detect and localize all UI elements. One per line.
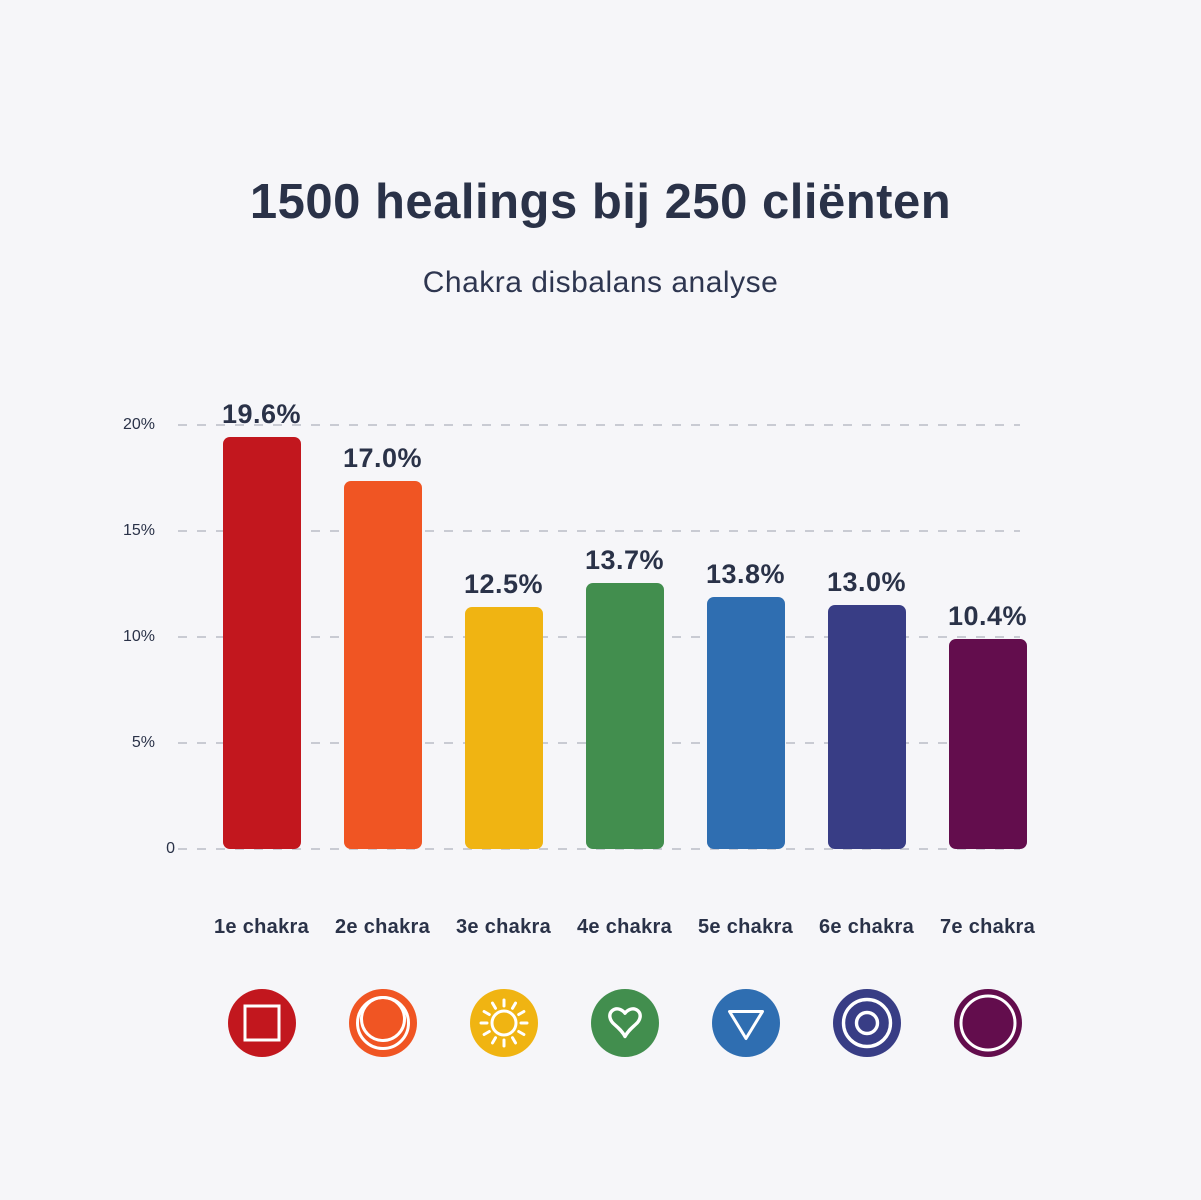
category-labels-row: 1e chakra 2e chakra 3e chakra 4e chakra … xyxy=(201,913,1048,941)
circle-icon xyxy=(953,989,1022,1057)
bar-column-6: 13.0% xyxy=(806,399,927,849)
gridline-20pct xyxy=(178,424,1020,426)
y-tick-5: 5% xyxy=(131,734,155,751)
square-icon xyxy=(227,989,296,1057)
category-label-7: 7e chakra xyxy=(940,916,1035,938)
bar-column-2: 17.0% xyxy=(322,399,443,849)
icon-cell-3 xyxy=(443,989,564,1057)
bar-value-label: 10.4% xyxy=(947,601,1028,631)
gridline-15pct xyxy=(178,530,1020,532)
category-label-6: 6e chakra xyxy=(819,916,914,938)
category-label-2: 2e chakra xyxy=(335,916,430,938)
moon-icon xyxy=(348,989,417,1057)
bar-value-label: 17.0% xyxy=(342,443,423,473)
sun-icon xyxy=(469,989,538,1057)
page-subtitle: Chakra disbalans analyse xyxy=(422,266,779,299)
bar-2e-chakra xyxy=(343,481,422,849)
bar-4e-chakra xyxy=(585,583,664,849)
y-tick-0: 0 xyxy=(166,840,175,857)
bar-column-4: 13.7% xyxy=(564,399,685,849)
bar-7e-chakra xyxy=(948,639,1027,849)
icon-cell-7 xyxy=(927,989,1048,1057)
icon-cell-5 xyxy=(685,989,806,1057)
bar-5e-chakra xyxy=(706,597,785,849)
category-label-1: 1e chakra xyxy=(214,916,309,938)
page-title: 1500 healings bij 250 cliënten xyxy=(249,175,952,229)
category-label-3: 3e chakra xyxy=(456,916,551,938)
icon-cell-6 xyxy=(806,989,927,1057)
y-tick-15: 15% xyxy=(122,522,155,539)
bar-value-label: 12.5% xyxy=(463,569,544,599)
icon-cell-4 xyxy=(564,989,685,1057)
bar-value-label: 13.8% xyxy=(705,559,786,589)
bar-6e-chakra xyxy=(827,605,906,849)
category-label-4: 4e chakra xyxy=(577,916,672,938)
gridline-baseline xyxy=(178,848,1020,850)
y-tick-20: 20% xyxy=(122,416,155,433)
bar-1e-chakra xyxy=(222,437,301,849)
triangle-down-icon xyxy=(711,989,780,1057)
bars-row: 19.6% 17.0% 12.5% 13.7% 13.8% 13.0% 10.4… xyxy=(201,399,1048,849)
icon-cell-1 xyxy=(201,989,322,1057)
y-tick-10: 10% xyxy=(122,628,155,645)
bar-column-3: 12.5% xyxy=(443,399,564,849)
chakra-icons-row xyxy=(201,989,1048,1057)
icon-cell-2 xyxy=(322,989,443,1057)
bar-3e-chakra xyxy=(464,607,543,849)
heart-icon xyxy=(590,989,659,1057)
bar-value-label: 19.6% xyxy=(221,399,302,429)
bar-value-label: 13.0% xyxy=(826,567,907,597)
bar-value-label: 13.7% xyxy=(584,545,665,575)
bar-column-5: 13.8% xyxy=(685,399,806,849)
bar-column-1: 19.6% xyxy=(201,399,322,849)
circle-dot-icon xyxy=(832,989,901,1057)
category-label-5: 5e chakra xyxy=(698,916,793,938)
bar-column-7: 10.4% xyxy=(927,399,1048,849)
